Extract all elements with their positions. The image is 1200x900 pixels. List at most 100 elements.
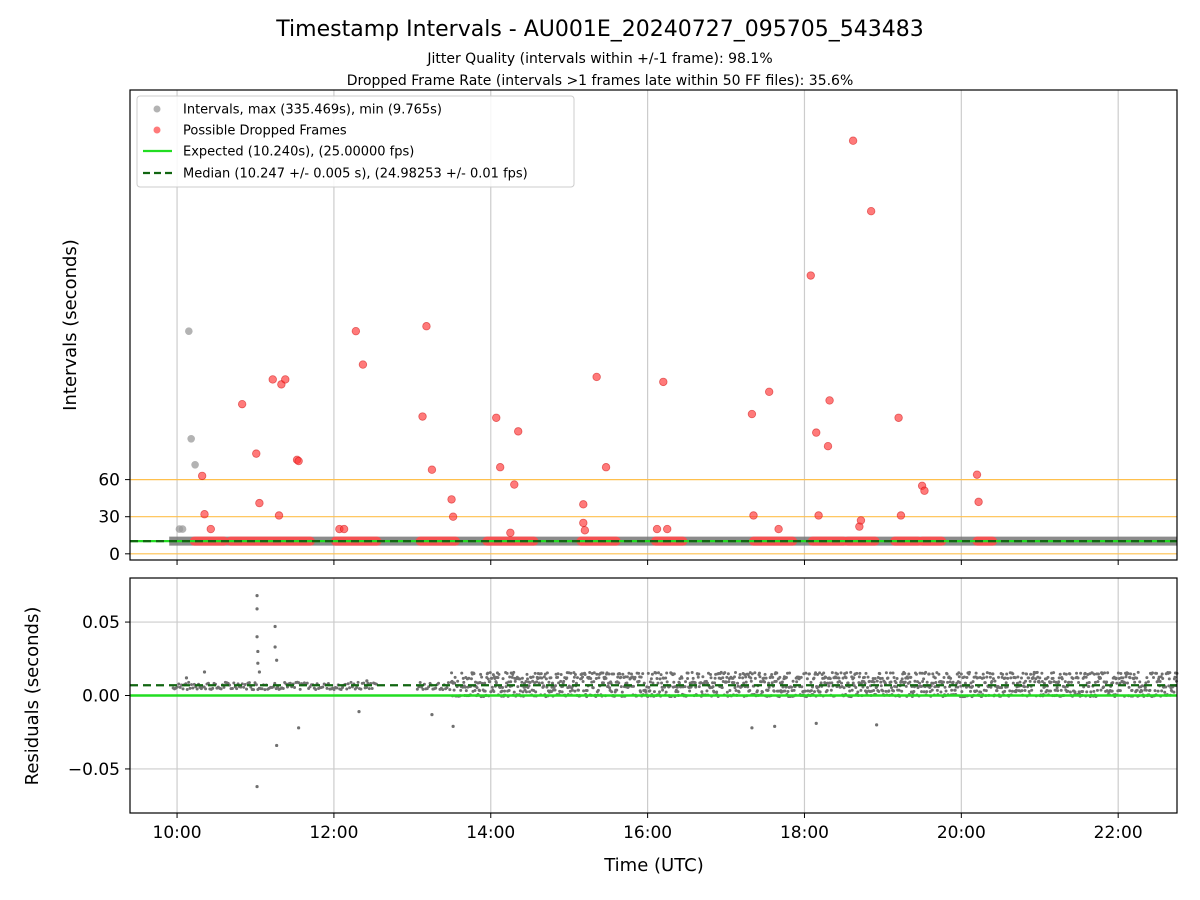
residual-point xyxy=(273,681,277,685)
residual-point xyxy=(483,689,487,693)
residual-point xyxy=(527,684,531,688)
residual-point xyxy=(1016,675,1020,679)
residual-point xyxy=(931,672,935,676)
residual-point xyxy=(1079,671,1083,675)
residual-point xyxy=(1009,676,1013,680)
residual-point xyxy=(895,677,899,681)
residual-point xyxy=(897,688,901,692)
residual-point xyxy=(959,684,963,688)
residual-point xyxy=(657,671,661,675)
residual-point xyxy=(619,685,623,689)
residual-point xyxy=(1144,688,1148,692)
residual-point xyxy=(892,676,896,680)
residual-point xyxy=(575,676,579,680)
residual-point xyxy=(620,690,624,694)
residual-point xyxy=(1167,677,1171,681)
top-y-axis-label: Intervals (seconds) xyxy=(60,239,81,411)
dropped-frame-point-19 xyxy=(447,495,456,504)
residual-point xyxy=(914,672,918,676)
residual-point xyxy=(859,688,863,692)
residual-point xyxy=(749,679,753,683)
residual-point xyxy=(648,689,652,693)
residual-point xyxy=(1124,675,1128,679)
residual-point xyxy=(1033,680,1037,684)
residual-point xyxy=(547,680,551,684)
residual-point xyxy=(894,681,898,685)
residual-point xyxy=(562,679,566,683)
residual-point xyxy=(545,685,549,689)
residual-point xyxy=(1049,680,1053,684)
residual-point xyxy=(560,690,564,694)
residual-point xyxy=(809,689,813,693)
residual-point xyxy=(891,671,895,675)
residual-point xyxy=(750,672,754,676)
top-plot-frame xyxy=(129,89,1178,561)
residual-outlier-6 xyxy=(255,784,259,789)
residual-point xyxy=(946,680,950,684)
residual-point xyxy=(1156,689,1160,693)
legend: Intervals, max (335.469s), min (9.765s) P… xyxy=(136,95,575,188)
residual-point xyxy=(1158,680,1162,684)
residual-point xyxy=(878,672,882,676)
residual-point xyxy=(573,689,577,693)
residual-point xyxy=(904,684,908,688)
x-tick-label-4: 18:00 xyxy=(780,823,829,843)
residual-point xyxy=(500,689,504,693)
residual-point xyxy=(1096,672,1100,676)
residual-point xyxy=(721,676,725,680)
residual-point xyxy=(1025,672,1029,676)
residual-point xyxy=(346,682,350,686)
residual-point xyxy=(633,675,637,679)
dropped-frame-point-4 xyxy=(252,449,261,458)
residual-point xyxy=(713,676,717,680)
residual-point xyxy=(595,672,599,676)
residual-point xyxy=(1069,680,1073,684)
residual-point xyxy=(908,680,912,684)
residual-point xyxy=(937,672,941,676)
residual-point xyxy=(846,681,850,685)
residual-point xyxy=(235,687,239,691)
residual-point xyxy=(195,687,199,691)
residual-point xyxy=(531,675,535,679)
residual-point xyxy=(537,681,541,685)
residual-point xyxy=(725,675,729,679)
residual-point xyxy=(597,676,601,680)
residual-point xyxy=(1148,688,1152,692)
dropped-frame-point-42 xyxy=(825,396,834,405)
residual-point xyxy=(1172,690,1176,694)
residual-point xyxy=(1163,690,1167,694)
residual-point xyxy=(1052,671,1056,675)
residual-point xyxy=(933,676,937,680)
residual-point xyxy=(582,689,586,693)
residual-point xyxy=(370,686,374,690)
residual-point xyxy=(1085,690,1089,694)
residual-point xyxy=(450,671,454,675)
residual-point xyxy=(805,677,809,681)
residual-point xyxy=(585,688,589,692)
residual-point xyxy=(524,679,528,683)
residual-point xyxy=(540,676,544,680)
interval-point-2 xyxy=(185,327,193,335)
residual-point xyxy=(1010,689,1014,693)
residual-point xyxy=(475,686,479,690)
residual-point xyxy=(559,673,563,677)
residual-point xyxy=(990,680,994,684)
residual-point xyxy=(800,685,804,689)
residual-point xyxy=(864,671,868,675)
residual-point xyxy=(616,675,620,679)
bottom-y-tick-label-2: 0.05 xyxy=(82,613,120,633)
residual-point xyxy=(763,680,767,684)
residual-point xyxy=(596,688,600,692)
residual-point xyxy=(1089,690,1093,694)
residual-point xyxy=(472,672,476,676)
residual-point xyxy=(581,680,585,684)
residual-point xyxy=(479,672,483,676)
residual-point xyxy=(592,671,596,675)
residual-outlier-13 xyxy=(365,679,369,683)
dropped-frame-point-28 xyxy=(580,526,590,535)
residual-point xyxy=(1058,672,1062,676)
residual-point xyxy=(935,688,939,692)
residual-point xyxy=(767,685,771,689)
residual-point xyxy=(646,671,650,675)
residual-point xyxy=(1075,671,1079,675)
